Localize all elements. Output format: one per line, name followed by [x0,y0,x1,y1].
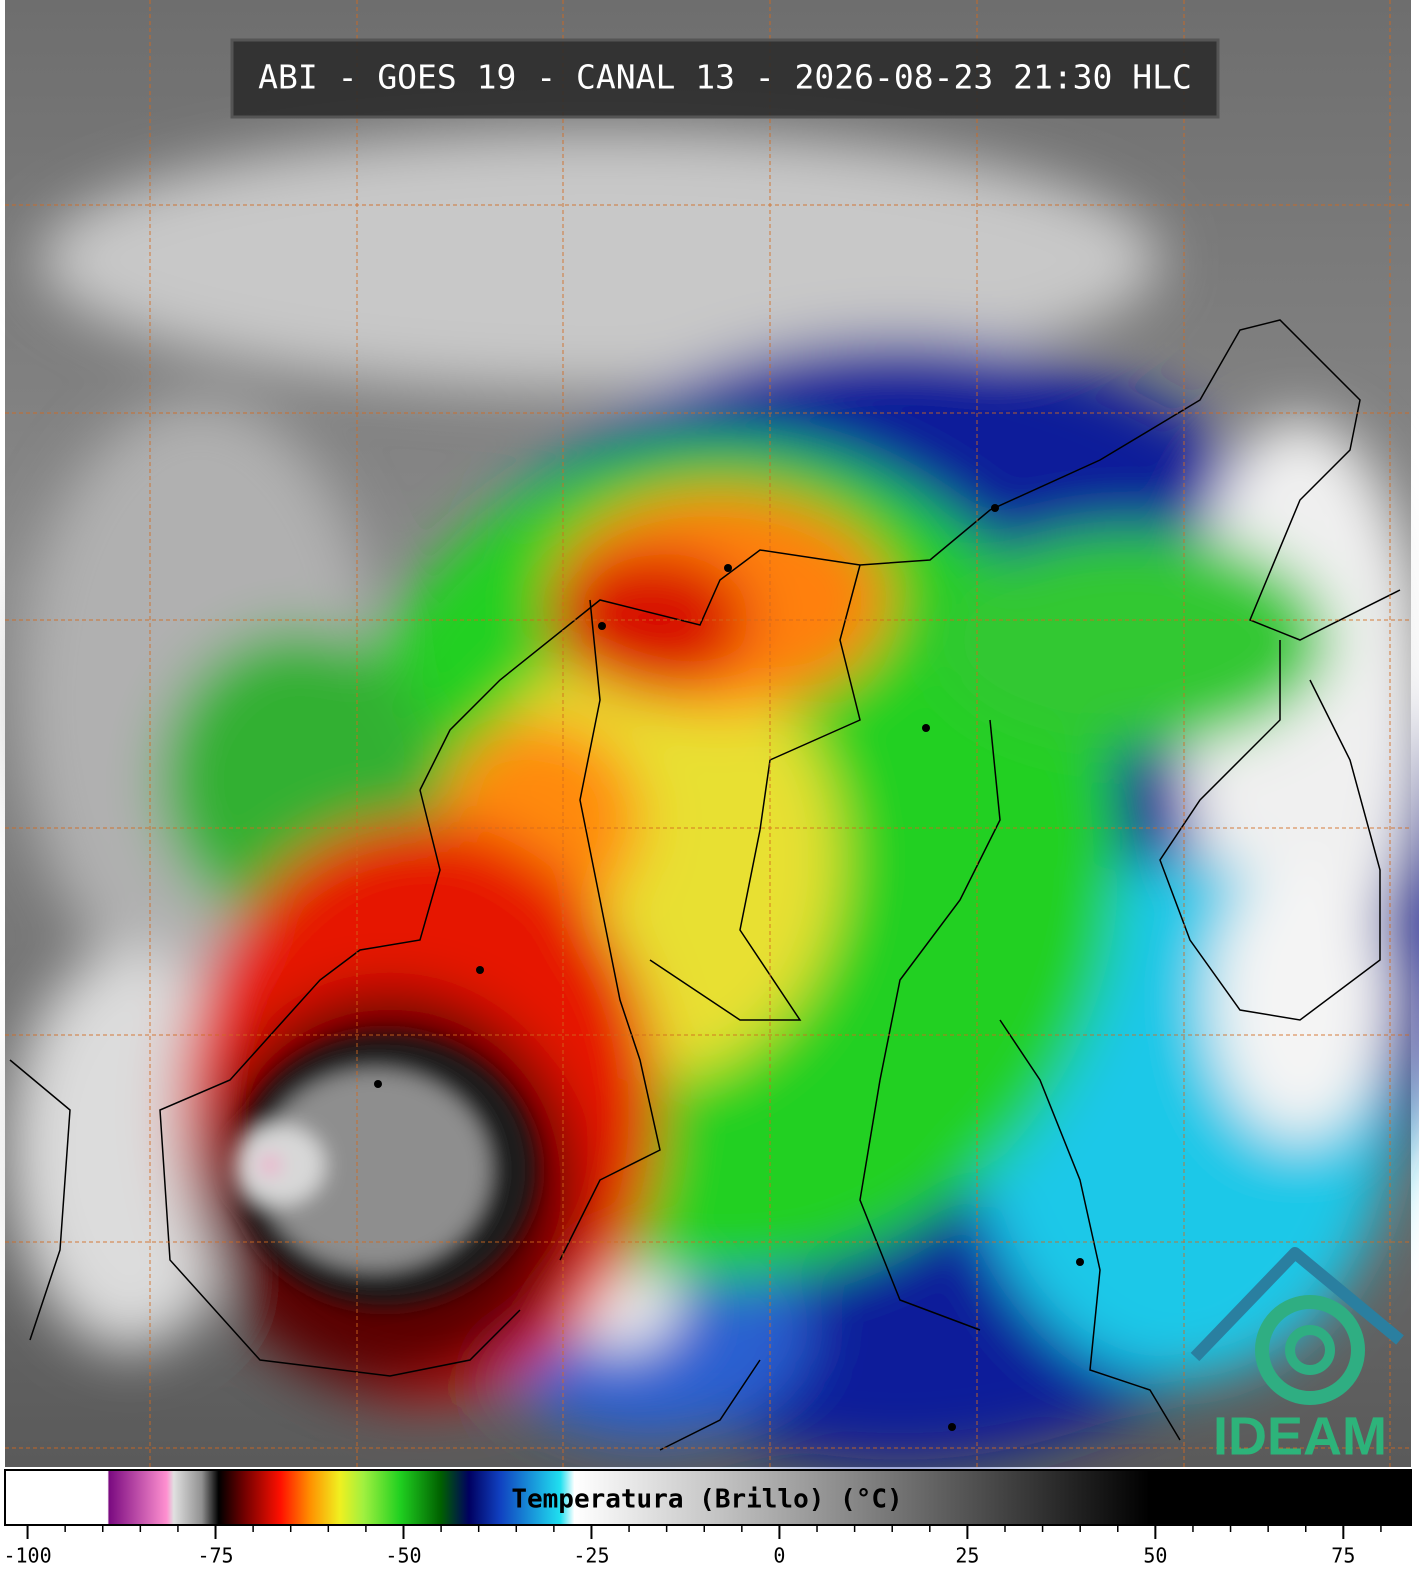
tick-label: -100 [3,1544,51,1568]
colorbar: Temperatura (Brillo) (°C) [4,1469,1412,1526]
logo: IDEAM [1190,1247,1404,1466]
tick-label: 75 [1331,1544,1355,1568]
tick-label: -75 [197,1544,233,1568]
graticule [5,0,1411,1467]
borders [9,319,1401,1451]
colorbar-label: Temperatura (Brillo) (°C) [511,1485,902,1515]
tick-label: -25 [573,1544,609,1568]
tick-label: 0 [773,1544,785,1568]
tick-label: 25 [955,1544,979,1568]
tick-label: -50 [385,1544,421,1568]
tick-label: 50 [1143,1544,1167,1568]
title-box [230,38,1220,119]
imagery [5,0,1419,1467]
title: ABI - GOES 19 - CANAL 13 - 2026-08-23 21… [258,58,1192,97]
logo-text: IDEAM [1213,1406,1387,1466]
colorbar-scale [4,1469,1412,1526]
cities [374,504,1084,1431]
